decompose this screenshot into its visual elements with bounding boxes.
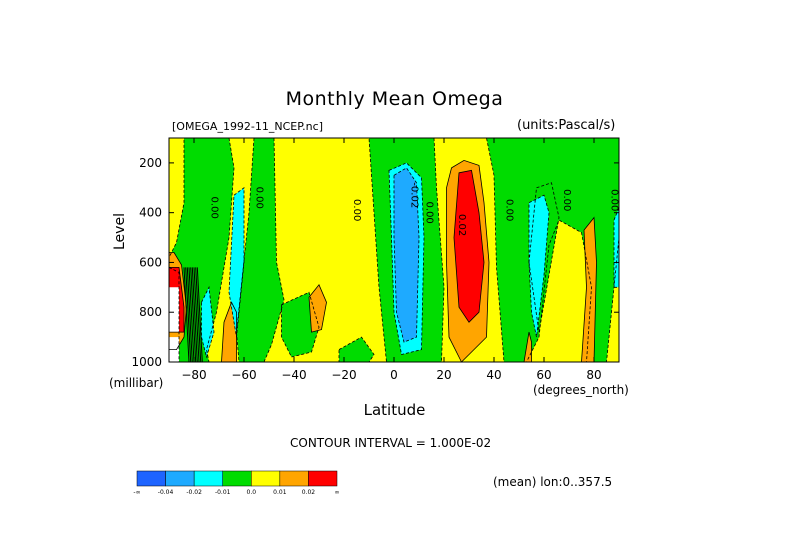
x-tick-label: −20 <box>331 368 356 382</box>
dense-contour-line <box>186 267 193 363</box>
x-tick-label: 60 <box>536 368 551 382</box>
dense-contour-line <box>196 267 203 363</box>
y-tick-label: 800 <box>139 305 162 319</box>
y-tick-label: 400 <box>139 206 162 220</box>
x-tick-label: 40 <box>486 368 501 382</box>
contour-line-5 <box>368 137 445 363</box>
contour-line-7 <box>528 182 560 333</box>
contour-fills <box>169 138 619 362</box>
contour-label: 0.00 <box>209 197 220 219</box>
contour-line-3 <box>281 291 320 358</box>
dense-contour-line <box>195 267 202 363</box>
contour-label: 0.00 <box>351 199 362 221</box>
contour-line-21 <box>393 167 420 343</box>
x-tick-label: 20 <box>436 368 451 382</box>
colorbar-label: -0.04 <box>158 489 174 496</box>
contour-line-15 <box>453 169 485 323</box>
colorbar-swatch <box>193 470 223 487</box>
region-strong_neg-20 <box>614 207 619 288</box>
contour-line-4 <box>338 336 375 363</box>
contour-label: -0.02 <box>409 182 420 208</box>
contour-labels: 0.00 0.00 0.00 -0.02 0.00 0.02 0.00 0.00 0.00 <box>209 182 620 236</box>
contour-line-6 <box>486 137 620 363</box>
region-strong_neg-16 <box>229 187 244 338</box>
y-axis-unit: (millibar) <box>109 376 164 390</box>
x-tick-label: 80 <box>586 368 601 382</box>
contour-line-2 <box>236 137 285 363</box>
colorbar-label: ∞ <box>335 489 340 496</box>
y-tick-label: 200 <box>139 156 162 170</box>
colorbar-swatch <box>136 470 166 487</box>
y-tick-label: 1000 <box>131 355 162 369</box>
contour-interval-text: CONTOUR INTERVAL = 1.000E-02 <box>290 436 492 450</box>
colorbar: -∞ -0.04 -0.02 -0.01 0.0 0.01 0.02 ∞ <box>133 470 340 496</box>
x-tick-label: −40 <box>281 368 306 382</box>
contour-line-10 <box>308 284 327 333</box>
region-neg-4 <box>339 337 374 362</box>
units-label: (units:Pascal/s) <box>517 118 616 133</box>
region-neg-2 <box>236 138 284 362</box>
colorbar-label: 0.01 <box>273 489 287 496</box>
dense-contour-line <box>191 267 198 363</box>
chart-title: Monthly Mean Omega <box>285 88 504 110</box>
colorbar-label: -0.02 <box>186 489 202 496</box>
contour-label: 0.00 <box>609 189 620 211</box>
dense-contour-line <box>188 267 195 363</box>
x-tick-label: −60 <box>231 368 256 382</box>
colorbar-label: 0.02 <box>302 489 316 496</box>
x-axis-label: Latitude <box>363 401 426 419</box>
contour-line-11 <box>446 159 490 363</box>
colorbar-swatch <box>279 470 309 487</box>
region-neg-6 <box>486 138 619 362</box>
dense-contour-line <box>183 267 190 363</box>
x-tick-label: −80 <box>181 368 206 382</box>
averaging-text: (mean) lon:0..357.5 <box>493 475 613 489</box>
contour-label: 0.00 <box>504 199 515 221</box>
y-tick-label: 600 <box>139 255 162 269</box>
colorbar-swatch <box>308 470 338 487</box>
region-strong_neg-19 <box>529 195 549 338</box>
region-pos-10 <box>309 284 327 333</box>
colorbar-swatch <box>222 470 252 487</box>
x-tick-label: 0 <box>390 368 398 382</box>
contour-label: 0.00 <box>254 187 265 209</box>
contour-line-19 <box>528 194 550 338</box>
colorbar-label: 0.0 <box>247 489 257 496</box>
region-pos-13 <box>524 332 532 362</box>
contour-label: 0.02 <box>456 214 467 236</box>
dense-contour-line <box>185 267 192 363</box>
colorbar-swatch <box>165 470 195 487</box>
dense-contour-line <box>193 267 200 363</box>
region-pos-9 <box>221 302 237 362</box>
region-missing-22 <box>169 287 179 333</box>
dataset-file-label: [OMEGA_1992-11_NCEP.nc] <box>172 120 323 133</box>
region-very_neg-21 <box>394 167 419 343</box>
colorbar-swatch <box>251 470 281 487</box>
dense-contour-line <box>190 267 197 363</box>
colorbar-label: -∞ <box>133 489 140 496</box>
contour-line-16 <box>228 187 245 338</box>
colorbar-label: -0.01 <box>215 489 231 496</box>
axis-ticks: −80 −60 −40 −20 0 20 40 60 80 200 400 600 800 1000 <box>131 138 619 382</box>
region-strong_pos-15 <box>454 170 484 323</box>
x-axis-unit: (degrees_north) <box>533 383 629 397</box>
contour-label: 0.00 <box>561 189 572 211</box>
contour-line-18 <box>388 162 425 355</box>
region-strong_neg-17 <box>201 287 214 357</box>
contour-label: 0.00 <box>424 202 435 224</box>
